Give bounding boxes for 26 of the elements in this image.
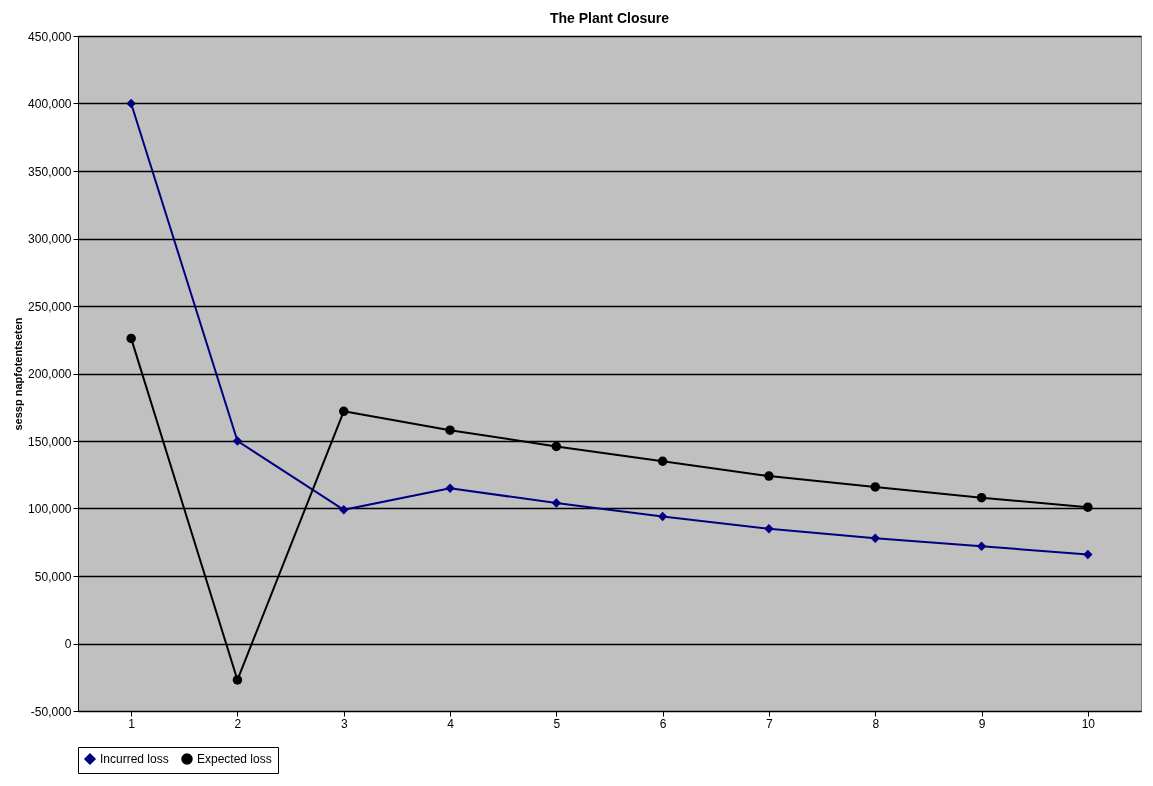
x-tick-label: 9 [978, 716, 986, 731]
y-tick-label: 50,000 [34, 569, 72, 584]
y-tick-label: 0 [64, 637, 72, 651]
y-tick-label: -50,000 [30, 704, 72, 719]
chart-title: The Plant Closure [549, 10, 670, 26]
x-tick-label: 7 [766, 716, 774, 731]
legend-label: Incurred loss [100, 752, 169, 766]
x-tick-label: 8 [872, 716, 880, 731]
x-tick-label: 2 [234, 716, 242, 731]
x-tick-label: 3 [340, 716, 348, 731]
x-tick-label: 4 [447, 716, 455, 731]
point [126, 98, 136, 109]
y-tick-label: 150,000 [28, 434, 72, 449]
y-tick-label: 250,000 [28, 299, 72, 314]
x-tick-label: 5 [553, 716, 561, 731]
y-tick-label: 200,000 [28, 367, 72, 381]
x-tick-label: 6 [659, 716, 667, 731]
y-tick-label: 300,000 [28, 232, 72, 246]
y-tick-label: 350,000 [28, 164, 72, 179]
y-tick-label: 400,000 [28, 97, 72, 111]
x-tick-label: 10 [1081, 716, 1096, 731]
x-tick-label: 1 [128, 716, 136, 731]
y-axis-title: sessp napfotentseten [12, 317, 25, 431]
y-tick-label: 100,000 [28, 502, 72, 516]
legend-label: Expected loss [197, 752, 272, 766]
y-tick-label: 450,000 [28, 29, 72, 44]
